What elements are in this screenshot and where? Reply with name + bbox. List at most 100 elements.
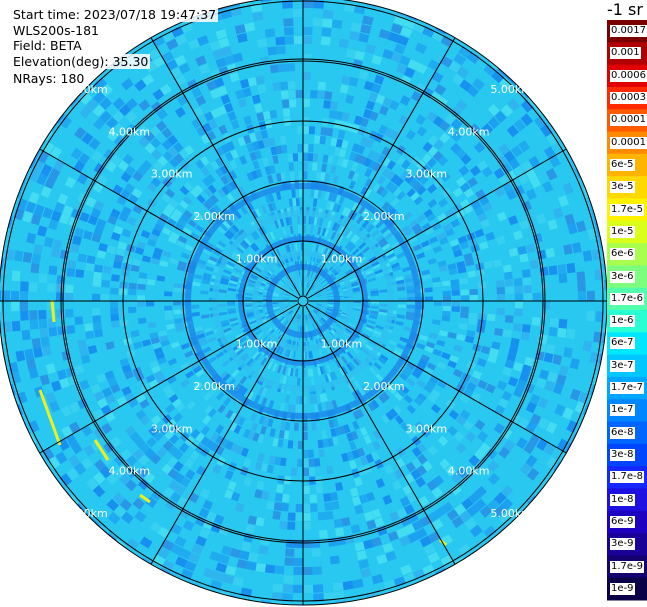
gate-cell (416, 442, 428, 454)
gate-cell (113, 225, 124, 235)
gate-cell (174, 54, 187, 67)
gate-cell (110, 287, 119, 295)
gate-cell (255, 75, 265, 85)
gate-cell (297, 216, 301, 225)
gate-cell (421, 269, 431, 276)
gate-cell (110, 231, 121, 242)
gate-cell (148, 379, 159, 389)
gate-cell (241, 239, 250, 248)
gate-cell (335, 110, 344, 121)
gate-cell (385, 181, 395, 191)
gate-cell (159, 83, 172, 96)
gate-cell (139, 442, 151, 454)
gate-cell (246, 358, 254, 367)
gate-cell (416, 126, 428, 137)
gate-cell (56, 309, 65, 319)
gate-cell (399, 95, 411, 106)
gate-cell (369, 312, 378, 317)
gate-cell (202, 346, 212, 354)
gate-cell (40, 336, 50, 348)
gate-cell (223, 102, 234, 113)
gate-cell (395, 527, 408, 539)
gate-cell (111, 274, 120, 282)
gate-cell (134, 510, 147, 523)
gate-cell (275, 248, 282, 257)
gate-cell (300, 243, 303, 252)
gate-cell (487, 116, 500, 130)
gate-cell (195, 535, 207, 547)
gate-cell (351, 391, 359, 400)
gate-cell (229, 72, 240, 83)
gate-cell (328, 109, 337, 119)
gate-cell (112, 492, 126, 505)
gate-cell (83, 444, 96, 457)
gate-cell (254, 328, 263, 336)
gate-cell (158, 330, 168, 337)
gate-cell (186, 400, 196, 411)
gate-cell (245, 292, 254, 296)
gate-cell (65, 434, 78, 447)
gate-cell (179, 185, 190, 196)
gate-cell (427, 198, 438, 209)
gate-cell (411, 446, 422, 458)
gate-cell (276, 45, 286, 55)
gate-cell (335, 194, 342, 204)
gate-cell (93, 271, 102, 280)
azimuth-spoke (150, 305, 301, 565)
gate-cell (322, 154, 329, 164)
gate-cell (286, 63, 295, 72)
gate-cell (504, 271, 513, 280)
gate-cell (548, 265, 558, 276)
gate-cell (430, 403, 441, 414)
gate-cell (361, 219, 370, 229)
gate-cell (387, 207, 397, 217)
gate-cell (311, 539, 321, 548)
gate-cell (341, 517, 351, 527)
gate-cell (447, 360, 457, 369)
gate-cell (192, 281, 201, 287)
gate-cell (200, 436, 210, 447)
gate-cell (368, 366, 378, 376)
gate-cell (374, 269, 383, 275)
gate-cell (545, 456, 559, 470)
gate-cell (529, 176, 542, 189)
gate-cell (337, 129, 346, 139)
gate-cell (29, 281, 38, 292)
gate-cell (168, 434, 180, 445)
gate-cell (311, 548, 321, 557)
gate-cell (236, 348, 245, 356)
gate-cell (433, 301, 442, 306)
gate-cell (353, 153, 362, 163)
colorbar-tick-label: 6e-5 (610, 159, 635, 171)
gate-cell (195, 95, 207, 106)
gate-cell (233, 424, 242, 435)
gate-cell (322, 18, 333, 28)
gate-cell (471, 392, 482, 402)
gate-cell (287, 512, 296, 521)
gate-cell (232, 576, 244, 587)
gate-cell (206, 80, 217, 91)
gate-cell (496, 380, 507, 391)
gate-cell (358, 155, 367, 165)
gate-cell (107, 215, 118, 225)
gate-cell (247, 314, 256, 319)
ring-label: 3.00km (405, 168, 447, 181)
gate-cell (246, 561, 257, 571)
gate-cell (150, 257, 160, 265)
gate-cell (450, 106, 462, 118)
gate-cell (112, 466, 125, 479)
gate-cell (396, 283, 405, 288)
gate-cell (508, 247, 519, 257)
gate-cell (38, 309, 47, 320)
gate-cell (92, 315, 102, 324)
gate-cell (510, 337, 520, 347)
gate-cell (508, 157, 521, 170)
gate-cell (110, 154, 122, 166)
gate-cell (241, 354, 250, 363)
gate-cell (450, 130, 463, 143)
gate-cell (206, 197, 216, 207)
gate-cell (290, 243, 295, 253)
gate-cell (343, 228, 351, 238)
gate-cell (110, 307, 119, 315)
gate-cell (303, 54, 312, 63)
